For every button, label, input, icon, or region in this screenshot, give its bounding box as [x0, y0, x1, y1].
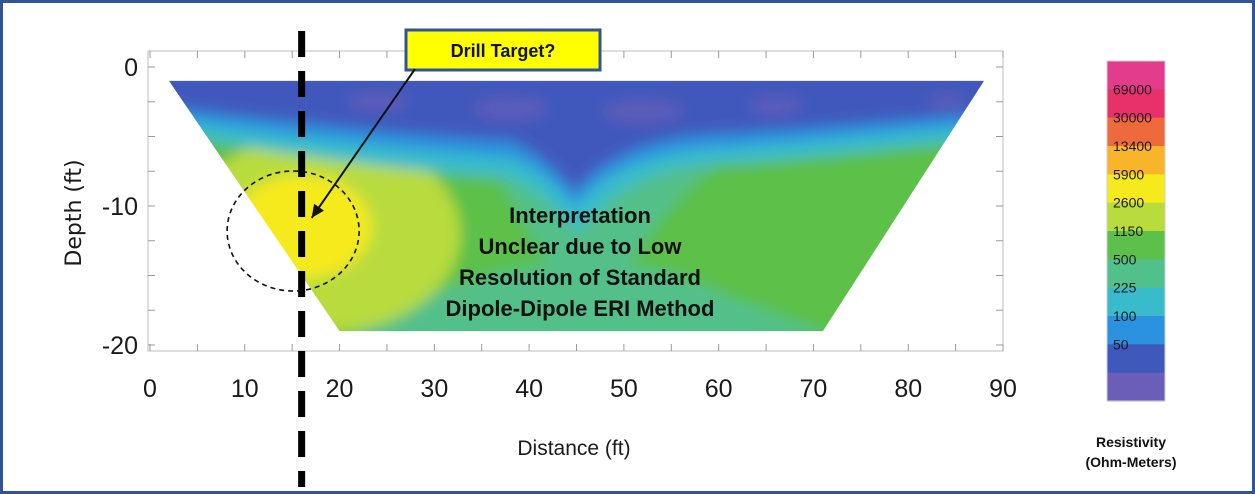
- legend-title-line-1: Resistivity: [1096, 434, 1166, 450]
- legend-swatch: [1107, 61, 1165, 90]
- x-tick-label: 30: [420, 375, 448, 403]
- legend-level-label: 30000: [1113, 110, 1152, 126]
- callout-text: Drill Target?: [451, 41, 556, 61]
- legend-swatch: [1107, 259, 1165, 289]
- interpretation-line-3: Resolution of Standard: [459, 265, 701, 290]
- legend-level-label: 225: [1113, 280, 1137, 296]
- legend-title-line-2: (Ohm-Meters): [1085, 454, 1176, 470]
- legend-swatch: [1107, 89, 1165, 119]
- x-tick-label: 20: [326, 375, 354, 403]
- zone-purple-patch: [474, 96, 547, 121]
- x-tick-label: 60: [705, 375, 733, 403]
- legend-swatch: [1107, 202, 1165, 232]
- legend-swatch: [1107, 146, 1165, 175]
- zone-purple-patch: [602, 99, 683, 124]
- y-tick-label: -10: [102, 193, 138, 221]
- x-tick-label: 80: [894, 375, 922, 403]
- legend-level-label: 69000: [1113, 81, 1152, 97]
- interpretation-line-1: Interpretation: [509, 203, 651, 228]
- resistivity-legend: 69000 30000 13400 5900 2600 1150 500 225 100 50: [1106, 60, 1166, 402]
- legend-swatch: [1107, 231, 1165, 260]
- zone-purple-patch: [749, 95, 802, 116]
- legend-swatch: [1107, 344, 1165, 374]
- x-tick-label: 70: [800, 375, 828, 403]
- legend-border: [1106, 60, 1166, 402]
- resistivity-section-chart: 0 10 20 30 40 50 60 70 80 90 0 -10 -20 Distance (ft…: [62, 28, 1177, 487]
- x-tick-label: 90: [989, 375, 1017, 403]
- legend-swatch: [1107, 372, 1165, 402]
- zone-purple-patch: [347, 91, 408, 112]
- x-tick-label: 40: [515, 375, 543, 403]
- x-tick-label: 10: [231, 375, 259, 403]
- y-axis-label: Depth (ft): [62, 159, 87, 266]
- legend-level-label: 100: [1113, 308, 1137, 324]
- legend-swatch: [1107, 287, 1165, 317]
- y-tick-label: 0: [124, 54, 138, 82]
- zone-purple-patch: [928, 93, 965, 110]
- x-axis-label: Distance (ft): [517, 437, 630, 460]
- legend-level-label: 13400: [1113, 138, 1152, 154]
- interpretation-line-4: Dipole-Dipole ERI Method: [446, 296, 715, 321]
- legend-level-label: 2600: [1113, 195, 1144, 211]
- legend-level-label: 1150: [1113, 223, 1143, 239]
- legend-swatch: [1107, 316, 1165, 345]
- legend-level-label: 50: [1113, 336, 1129, 352]
- legend-swatch: [1107, 117, 1165, 147]
- legend-swatch: [1107, 174, 1165, 204]
- interpretation-line-2: Unclear due to Low: [479, 234, 683, 259]
- interpretation-text: Interpretation Unclear due to Low Resolu…: [446, 203, 715, 321]
- y-tick-label: -20: [102, 332, 138, 360]
- x-axis-ticks: 0 10 20 30 40 50 60 70 80 90: [143, 51, 1017, 403]
- y-axis-ticks: 0 -10 -20: [102, 54, 1003, 360]
- callout-arrow-head: [311, 203, 324, 218]
- callout-arrow: [310, 68, 416, 219]
- x-tick-label: 0: [143, 375, 157, 403]
- callout-box: [404, 28, 602, 72]
- x-tick-label: 50: [610, 375, 638, 403]
- legend-level-label: 500: [1113, 251, 1137, 267]
- legend-level-label: 5900: [1113, 166, 1144, 182]
